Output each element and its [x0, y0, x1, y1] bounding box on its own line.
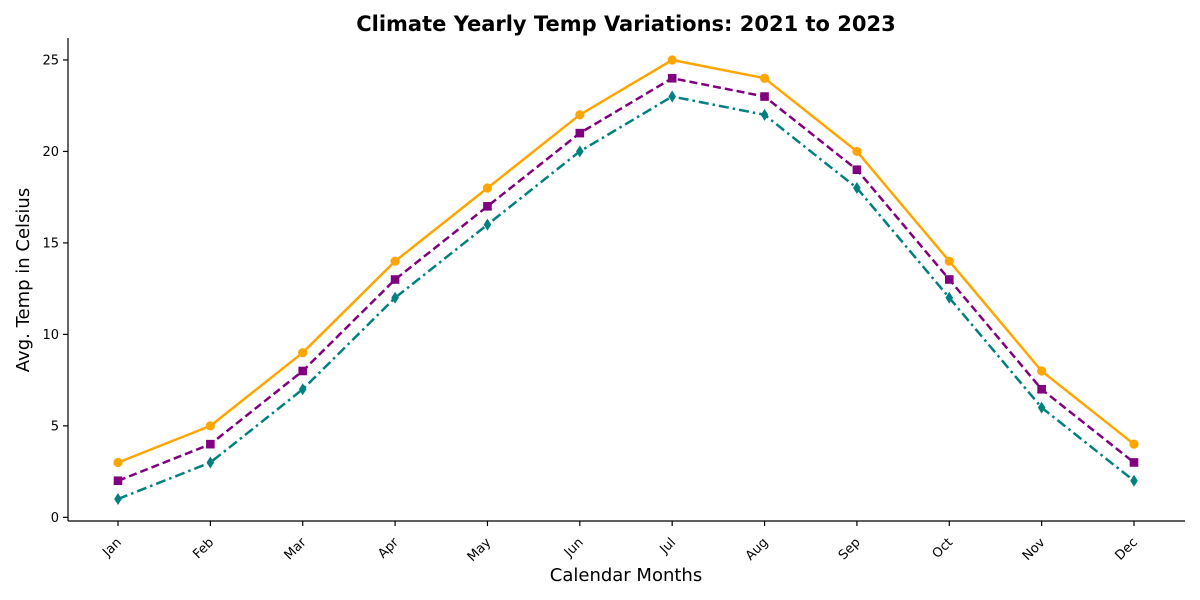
data-point: [760, 92, 769, 101]
data-point: [575, 128, 585, 138]
data-point: [667, 73, 677, 83]
y-tick-label: 0: [51, 511, 59, 526]
data-point: [205, 421, 215, 431]
x-tick-label: Oct: [930, 535, 957, 562]
y-axis-label: Avg. Temp in Celsius: [13, 188, 34, 372]
x-tick-label: Nov: [1020, 535, 1049, 564]
x-tick-label: Feb: [190, 535, 217, 562]
data-point: [760, 108, 769, 121]
chart-title: Climate Yearly Temp Variations: 2021 to …: [356, 12, 896, 36]
x-axis-label: Calendar Months: [550, 565, 702, 586]
x-tick-label: Jun: [561, 535, 587, 561]
y-tick-label: 20: [42, 145, 59, 160]
data-point: [575, 110, 585, 120]
data-point: [206, 439, 215, 449]
data-point: [1129, 458, 1139, 467]
x-tick-label: Apr: [375, 535, 402, 562]
x-tick-label: Sep: [836, 535, 864, 563]
data-point: [113, 457, 123, 468]
y-tick-label: 10: [42, 328, 59, 343]
series-1: [113, 55, 1139, 468]
series-3: [114, 90, 1138, 506]
y-tick-label: 25: [42, 53, 59, 68]
y-tick-label: 15: [42, 236, 59, 251]
data-point: [1037, 366, 1047, 376]
data-point: [298, 383, 307, 396]
series-line: [117, 76, 1135, 482]
x-axis-ticks: Jan Feb Mar Apr May Jun Jul Aug Sep Oct Nov Dec: [99, 521, 1141, 565]
x-tick-label: Mar: [282, 535, 310, 563]
data-point: [667, 55, 677, 65]
data-point: [390, 256, 400, 266]
x-tick-label: Aug: [743, 535, 772, 564]
data-point: [390, 275, 400, 284]
data-point: [1130, 474, 1138, 487]
data-point: [114, 493, 122, 506]
data-point: [1037, 384, 1046, 394]
data-point: [1037, 401, 1046, 414]
data-point: [391, 291, 399, 304]
series-2: [113, 73, 1139, 486]
data-point: [483, 218, 492, 231]
x-tick-label: Jul: [657, 535, 679, 557]
data-point: [576, 145, 584, 158]
data-point: [483, 202, 492, 211]
x-tick-label: Jan: [99, 535, 124, 560]
data-point: [759, 73, 770, 83]
data-point: [852, 146, 862, 157]
data-point: [853, 182, 861, 195]
data-point: [668, 90, 676, 103]
data-point: [1129, 439, 1139, 449]
data-point: [206, 456, 215, 469]
data-point: [944, 275, 954, 284]
data-point: [852, 165, 862, 175]
data-point: [298, 348, 308, 358]
y-axis-ticks: 0 5 10 15 20 25: [42, 53, 68, 526]
data-point: [945, 291, 954, 304]
series-line: [117, 58, 1135, 464]
data-point: [944, 256, 954, 266]
data-point: [298, 366, 308, 376]
y-tick-label: 5: [51, 419, 59, 434]
x-tick-label: May: [465, 535, 495, 565]
data-point: [113, 476, 123, 486]
data-point: [482, 183, 493, 193]
x-tick-label: Dec: [1112, 535, 1140, 563]
series-layer: [113, 55, 1139, 506]
series-line: [117, 95, 1135, 501]
